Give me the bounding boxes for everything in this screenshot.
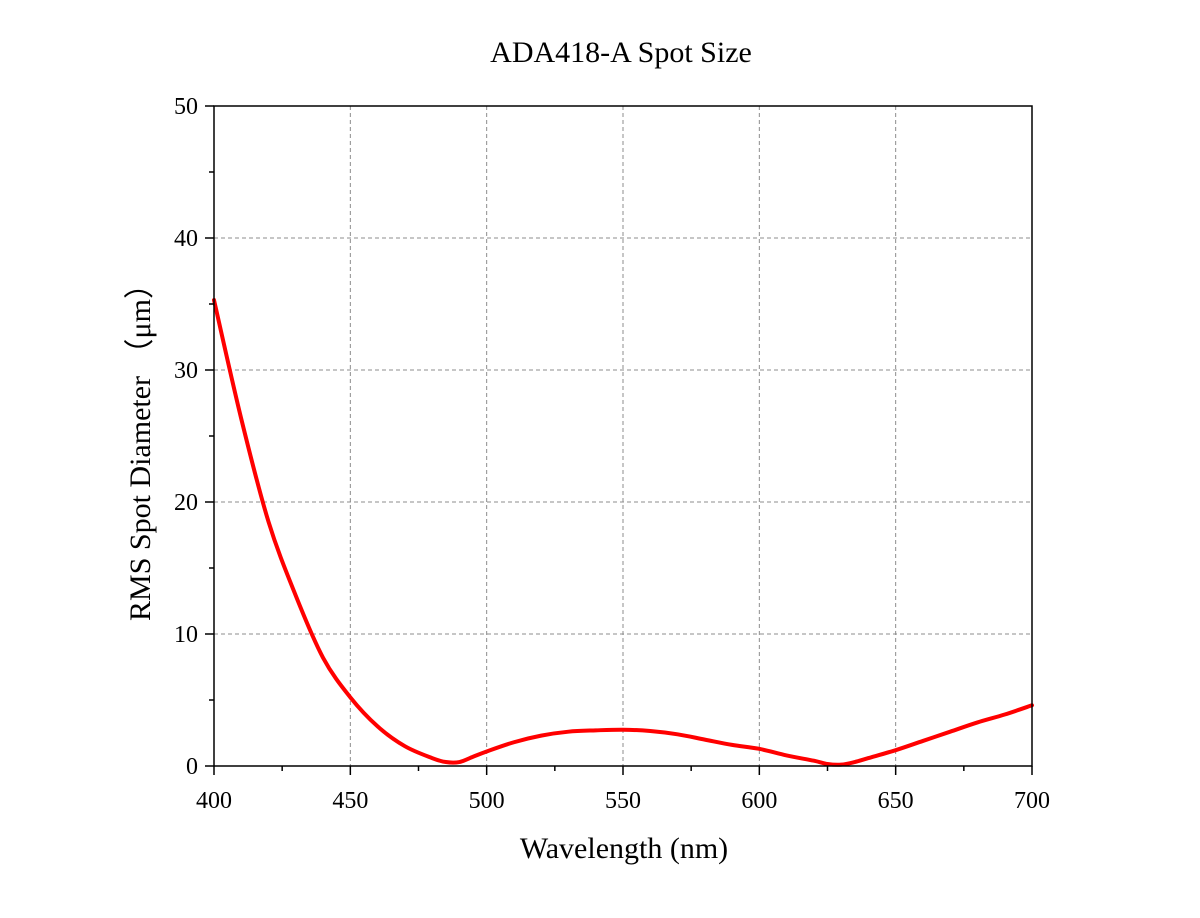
grid-lines [214,106,1032,766]
x-tick-label-5: 650 [878,788,914,814]
y-tick-label-2: 20 [174,490,198,516]
y-tick-label-0: 0 [186,754,198,780]
y-tick-label-3: 30 [174,358,198,384]
y-tick-label-5: 50 [174,94,198,120]
x-tick-label-0: 400 [196,788,232,814]
x-tick-label-3: 550 [605,788,641,814]
x-axis-title: Wavelength (nm) [520,832,728,865]
x-tick-label-6: 700 [1014,788,1050,814]
series-layer [212,298,1034,767]
y-tick-label-4: 40 [174,226,198,252]
tick-labels: 400 450 500 550 600 650 700 0 10 20 30 40 50 [174,94,1050,814]
y-axis-title: RMS Spot Diameter （μm） [124,269,157,621]
y-tick-label-1: 10 [174,622,198,648]
x-tick-label-1: 450 [332,788,368,814]
axis-ticks [205,105,1033,775]
x-tick-label-4: 600 [741,788,777,814]
x-tick-label-2: 500 [469,788,505,814]
series-line-0 [212,298,1034,767]
chart-title: ADA418-A Spot Size [490,36,752,69]
